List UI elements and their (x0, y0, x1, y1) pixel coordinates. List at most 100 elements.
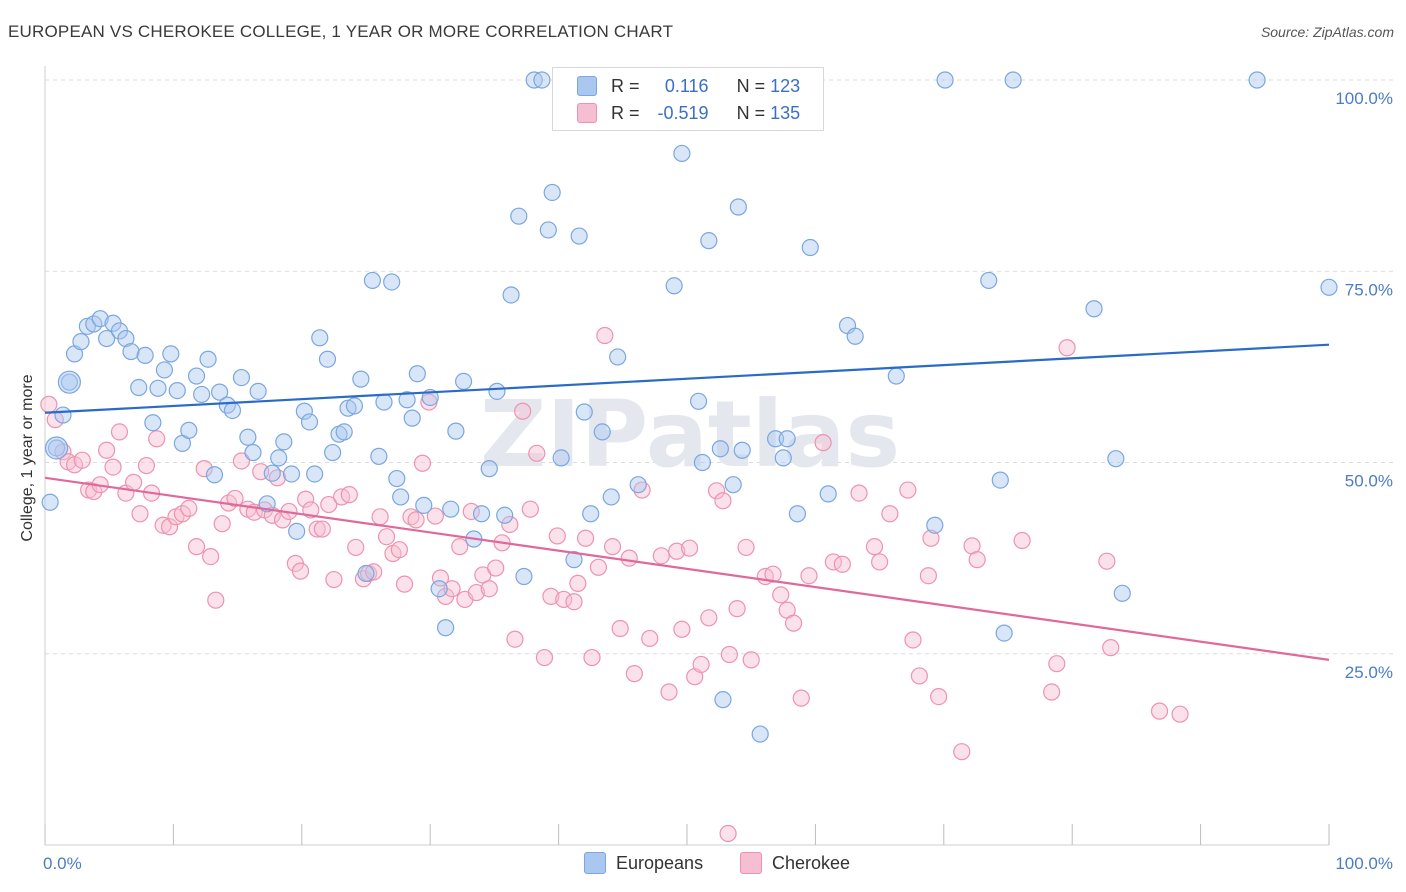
europeans-point (751, 725, 769, 743)
cherokee-point (131, 505, 149, 523)
europeans-point (244, 443, 262, 462)
europeans-point (488, 382, 506, 400)
cherokee-point (714, 492, 732, 510)
trend-lines (44, 343, 1330, 661)
europeans-point (117, 329, 135, 348)
europeans-point (155, 361, 174, 379)
cherokee-point (148, 430, 166, 448)
europeans-point (980, 271, 998, 290)
cherokee-point (542, 587, 560, 605)
cherokee-point (407, 511, 425, 529)
europeans-point (430, 580, 448, 598)
cherokee-point (1048, 655, 1066, 673)
legend-r-value: 0.116 (664, 75, 709, 96)
cherokee-point (40, 395, 58, 413)
cherokee-point (692, 655, 710, 674)
europeans-point (398, 391, 416, 409)
europeans-point (375, 393, 393, 411)
europeans-point (1248, 71, 1266, 89)
europeans-point (714, 691, 732, 709)
cherokee-point (506, 630, 524, 648)
cherokee-point (589, 558, 608, 576)
cherokee-point (953, 743, 971, 761)
europeans-point (673, 144, 691, 163)
cherokee-point (565, 593, 583, 611)
europeans-point (1004, 71, 1022, 89)
cherokee-point (737, 538, 755, 557)
gridlines (45, 79, 1395, 655)
cherokee-point (742, 651, 760, 669)
europeans-point (370, 447, 388, 465)
legend-item-europeans[interactable]: Europeans (584, 852, 703, 874)
cherokee-point (195, 460, 213, 478)
cherokee-point (728, 600, 746, 618)
cherokee-point (462, 502, 480, 521)
europeans-point (887, 367, 905, 385)
cherokee-point (800, 567, 818, 585)
legend-swatch-europeans (577, 76, 597, 96)
cherokee-point (700, 609, 718, 627)
cherokee-point (313, 520, 331, 538)
legend-n-label: N = (736, 75, 766, 96)
watermark: ZIPatlas (480, 381, 900, 488)
cherokee-point (501, 515, 519, 534)
cherokee-point (641, 629, 659, 648)
cherokee-points (40, 326, 1189, 843)
cherokee-point (514, 402, 532, 420)
europeans-point (383, 273, 401, 291)
europeans-point (335, 423, 353, 441)
cherokee-point (426, 507, 444, 525)
cherokee-point (1058, 339, 1076, 357)
cherokee-point (180, 499, 198, 517)
cherokee-point (850, 484, 868, 502)
europeans-trend-line (44, 343, 1330, 414)
cherokee-point (347, 538, 365, 557)
europeans-point (665, 277, 683, 295)
cherokee-point (707, 482, 726, 500)
europeans-point (352, 370, 370, 388)
legend-item-cherokee[interactable]: Cherokee (740, 852, 850, 874)
europeans-point (408, 365, 426, 383)
cherokee-point (719, 824, 737, 843)
cherokee-point (930, 687, 948, 706)
cherokee-point (620, 549, 638, 567)
europeans-point (801, 238, 819, 257)
europeans-point (1320, 278, 1338, 296)
legend-label-cherokee: Cherokee (772, 852, 851, 873)
cherokee-point (764, 565, 782, 583)
europeans-point (295, 402, 313, 420)
legend-r-label: R = (611, 75, 640, 96)
europeans-point (282, 465, 301, 483)
cherokee-point (451, 538, 469, 556)
europeans-point (480, 460, 498, 478)
cherokee-point (467, 583, 486, 602)
europeans-point (454, 372, 473, 391)
legend-swatch-cherokee (740, 852, 762, 874)
cherokee-point (548, 527, 566, 545)
europeans-point (570, 227, 588, 245)
cherokee-point (377, 528, 396, 546)
europeans-point (693, 453, 712, 472)
cherokee-point (784, 614, 803, 632)
y-tick-label: 25.0% (1345, 663, 1393, 682)
cherokee-point (792, 689, 810, 707)
cherokee-point (870, 553, 889, 571)
europeans-points (41, 71, 1338, 743)
europeans-point (609, 348, 627, 366)
europeans-point (991, 471, 1009, 489)
y-tick-label: 50.0% (1345, 472, 1393, 491)
europeans-point (187, 367, 206, 385)
cherokee-point (340, 486, 358, 504)
cherokee-point (521, 500, 539, 518)
y-tick-label: 75.0% (1345, 280, 1393, 299)
cherokee-point (154, 516, 172, 534)
europeans-point (774, 449, 792, 467)
cherokee-point (833, 555, 851, 573)
cherokee-point (668, 542, 686, 560)
europeans-point (593, 423, 611, 441)
cherokee-point (371, 508, 389, 526)
cherokee-point (922, 529, 940, 547)
cherokee-trend-line (44, 476, 1330, 661)
cherokee-point (232, 452, 251, 470)
